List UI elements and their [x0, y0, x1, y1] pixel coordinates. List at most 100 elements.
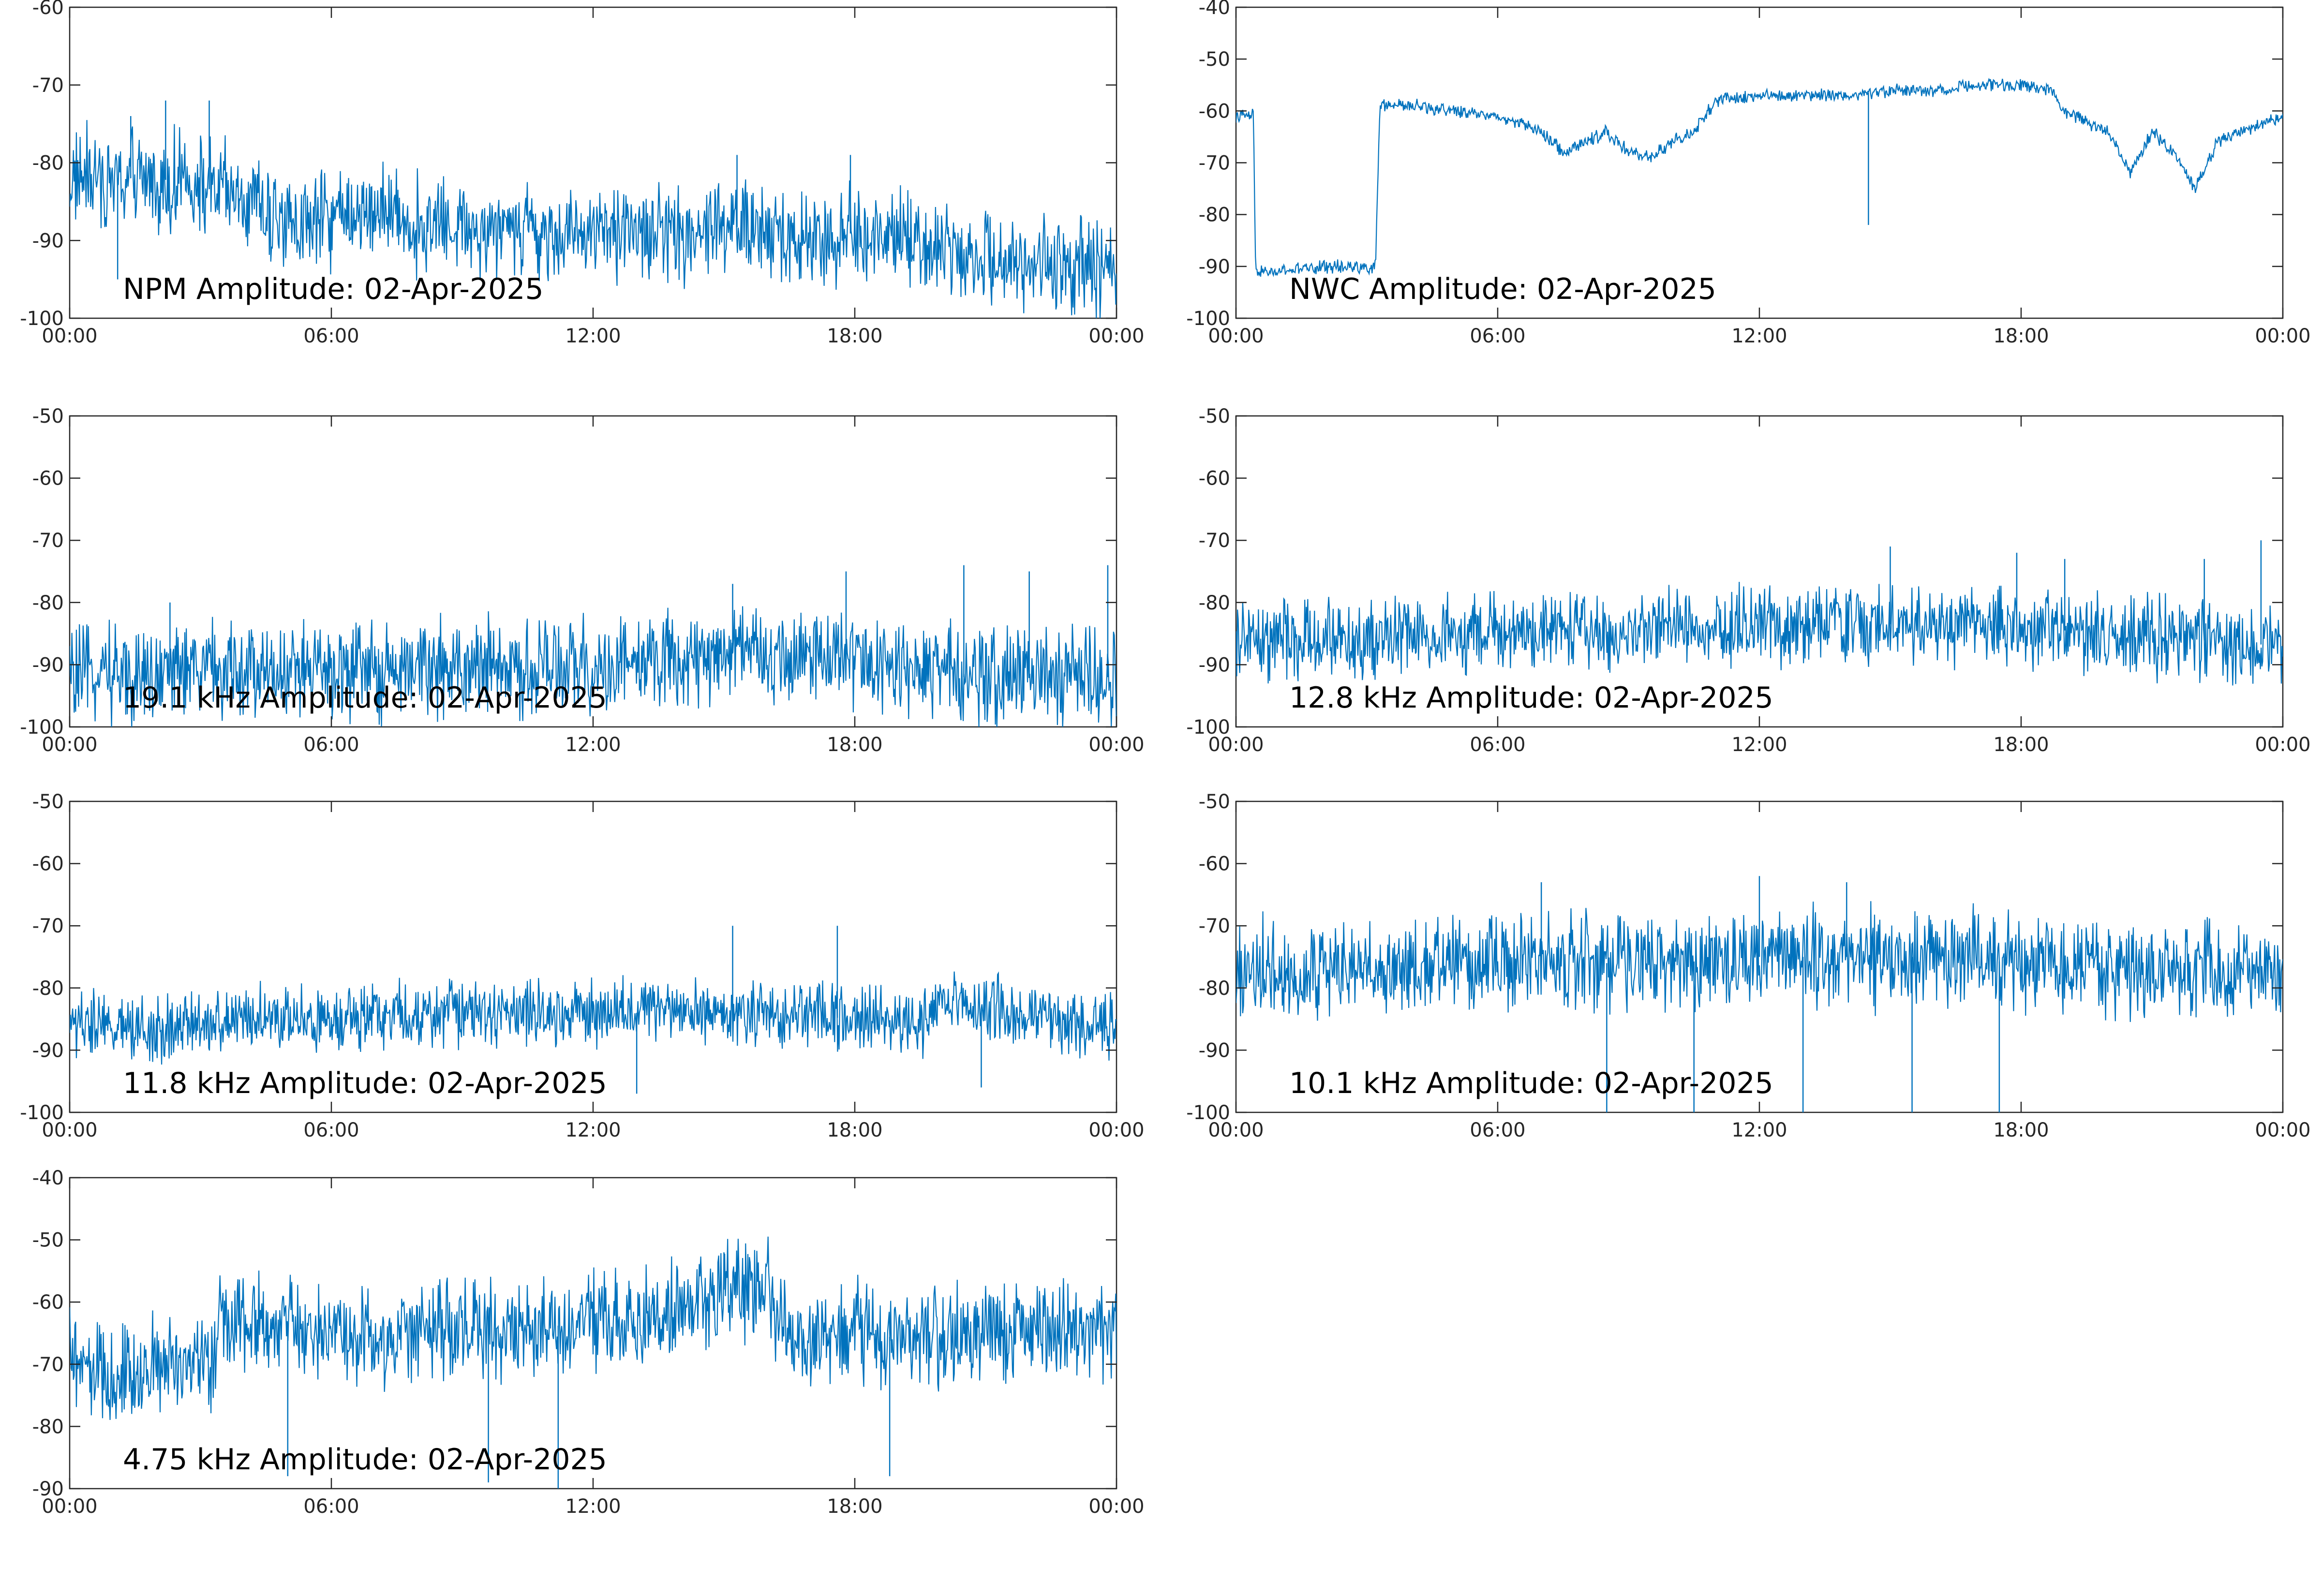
- x-tick-label: 12:00: [565, 325, 621, 347]
- y-tick-label: -100: [20, 1102, 64, 1124]
- axes-frame: [69, 6, 1117, 319]
- series-line: [70, 1236, 1116, 1420]
- y-tick-label: -70: [1199, 530, 1230, 552]
- panel-title: 12.8 kHz Amplitude: 02-Apr-2025: [1289, 681, 1773, 715]
- x-tick-label: 06:00: [303, 734, 359, 756]
- axes-frame: [1235, 6, 2284, 319]
- x-tick-label: 18:00: [827, 1119, 882, 1141]
- y-tick-label: -90: [1199, 256, 1230, 278]
- y-tick-label: -80: [32, 1416, 64, 1438]
- panel-title: 11.8 kHz Amplitude: 02-Apr-2025: [123, 1066, 607, 1100]
- y-tick-label: -70: [32, 74, 64, 97]
- x-tick-label: 00:00: [1088, 325, 1144, 347]
- y-tick-label: -60: [1199, 100, 1230, 122]
- x-tick-label: 12:00: [1731, 1119, 1787, 1141]
- x-tick-label: 00:00: [42, 1495, 97, 1518]
- x-tick-label: 18:00: [827, 325, 882, 347]
- y-tick-label: -100: [1186, 1102, 1230, 1124]
- panel-title: 4.75 kHz Amplitude: 02-Apr-2025: [123, 1443, 607, 1477]
- panel-title: 19.1 kHz Amplitude: 02-Apr-2025: [123, 681, 607, 715]
- y-tick-label: -80: [32, 592, 64, 614]
- x-tick-label: 00:00: [42, 734, 97, 756]
- y-tick-label: -50: [32, 405, 64, 428]
- y-tick-label: -100: [20, 308, 64, 330]
- y-tick-label: -40: [32, 1167, 64, 1189]
- x-tick-label: 06:00: [1470, 325, 1525, 347]
- y-tick-label: -50: [1199, 791, 1230, 813]
- y-tick-label: -50: [32, 791, 64, 813]
- y-tick-label: -60: [32, 853, 64, 875]
- x-tick-label: 18:00: [1993, 325, 2049, 347]
- y-tick-label: -80: [32, 977, 64, 1000]
- y-tick-label: -60: [32, 0, 64, 19]
- y-tick-label: -90: [1199, 654, 1230, 676]
- y-tick-label: -100: [1186, 716, 1230, 739]
- y-tick-label: -80: [1199, 977, 1230, 1000]
- x-tick-label: 00:00: [42, 1119, 97, 1141]
- series-line: [1236, 901, 2283, 1022]
- y-tick-label: -100: [1186, 308, 1230, 330]
- y-tick-label: -50: [1199, 405, 1230, 428]
- y-tick-label: -40: [1199, 0, 1230, 19]
- y-tick-label: -90: [32, 230, 64, 252]
- x-tick-label: 00:00: [2255, 1119, 2310, 1141]
- y-tick-label: -70: [1199, 915, 1230, 937]
- series-line: [70, 606, 1116, 727]
- y-tick-label: -90: [32, 1039, 64, 1062]
- y-tick-label: -50: [32, 1229, 64, 1252]
- y-tick-label: -60: [1199, 853, 1230, 875]
- x-tick-label: 06:00: [1470, 1119, 1525, 1141]
- y-tick-label: -90: [1199, 1039, 1230, 1062]
- axes-frame: [69, 800, 1117, 1113]
- y-tick-label: -60: [32, 468, 64, 490]
- x-tick-label: 18:00: [827, 1495, 882, 1518]
- y-tick-label: -80: [1199, 204, 1230, 226]
- y-tick-label: -100: [20, 716, 64, 739]
- x-tick-label: 00:00: [1208, 734, 1264, 756]
- x-tick-label: 12:00: [1731, 734, 1787, 756]
- y-tick-label: -80: [32, 152, 64, 175]
- x-tick-label: 18:00: [1993, 734, 2049, 756]
- x-tick-label: 18:00: [1993, 1119, 2049, 1141]
- x-tick-label: 06:00: [303, 325, 359, 347]
- x-tick-label: 12:00: [1731, 325, 1787, 347]
- panel-title: NWC Amplitude: 02-Apr-2025: [1289, 272, 1716, 306]
- y-tick-label: -90: [32, 1478, 64, 1500]
- x-tick-label: 12:00: [565, 734, 621, 756]
- y-tick-label: -70: [32, 915, 64, 937]
- y-tick-label: -90: [32, 654, 64, 676]
- series-line: [70, 971, 1116, 1065]
- series-line: [70, 120, 1116, 318]
- y-tick-label: -60: [32, 1291, 64, 1314]
- x-tick-label: 06:00: [303, 1495, 359, 1518]
- panel-title: 10.1 kHz Amplitude: 02-Apr-2025: [1289, 1066, 1773, 1100]
- x-tick-label: 00:00: [1088, 1119, 1144, 1141]
- y-tick-label: -70: [32, 1354, 64, 1376]
- x-tick-label: 00:00: [2255, 325, 2310, 347]
- series-line: [1236, 77, 2283, 278]
- x-tick-label: 00:00: [1088, 734, 1144, 756]
- axes-frame: [1235, 415, 2284, 728]
- y-tick-label: -60: [1199, 468, 1230, 490]
- panel-2: -40 -50 -60 -70 -80 -90 -100 00:00 06:00 12:00 18:…: [1186, 0, 2310, 347]
- series-line: [1236, 582, 2283, 686]
- x-tick-label: 00:00: [1208, 1119, 1264, 1141]
- panel-title: NPM Amplitude: 02-Apr-2025: [123, 272, 544, 306]
- x-tick-label: 12:00: [565, 1495, 621, 1518]
- x-tick-label: 12:00: [565, 1119, 621, 1141]
- x-tick-label: 18:00: [827, 734, 882, 756]
- y-tick-label: -70: [32, 530, 64, 552]
- y-tick-label: -70: [1199, 152, 1230, 175]
- x-tick-label: 06:00: [303, 1119, 359, 1141]
- y-tick-label: -50: [1199, 48, 1230, 71]
- x-tick-label: 00:00: [42, 325, 97, 347]
- x-tick-label: 06:00: [1470, 734, 1525, 756]
- x-tick-label: 00:00: [2255, 734, 2310, 756]
